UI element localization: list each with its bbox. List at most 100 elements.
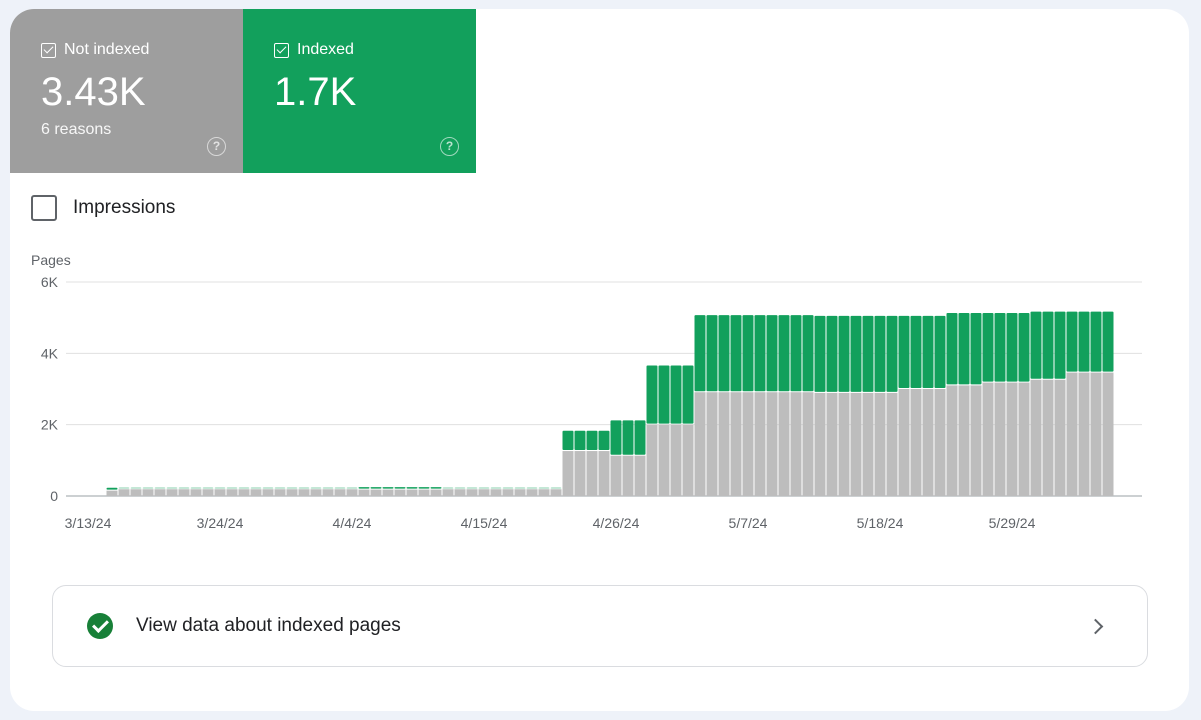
bar-not-indexed [418,489,430,496]
bar-not-indexed [1030,379,1042,496]
bar-not-indexed [202,489,214,496]
bar-indexed [826,315,838,392]
bar-not-indexed [598,451,610,496]
bar-not-indexed [358,489,370,496]
bar-not-indexed [454,489,466,496]
checkbox-checked-icon[interactable] [41,42,56,58]
bar-not-indexed [730,392,742,496]
bar-indexed [970,313,982,385]
check-circle-icon [87,613,113,639]
bar-not-indexed [1066,372,1078,496]
card-value: 1.7K [274,70,357,114]
bar-not-indexed [154,489,166,496]
bar-not-indexed [250,489,262,496]
bar-not-indexed [406,489,418,496]
bar-indexed [106,487,118,490]
bar-indexed [598,430,610,451]
bar-not-indexed [694,392,706,496]
bar-indexed [778,315,790,392]
bar-not-indexed [190,489,202,496]
view-indexed-pages-link[interactable]: View data about indexed pages [52,585,1148,667]
bar-not-indexed [106,490,118,496]
not-indexed-card[interactable]: Not indexed 3.43K 6 reasons ? [10,9,243,173]
bar-indexed [886,315,898,392]
bar-not-indexed [166,489,178,496]
bar-not-indexed [874,392,886,496]
x-tick-label: 5/18/24 [857,515,904,531]
bar-indexed [850,315,862,392]
bar-not-indexed [658,424,670,496]
bar-indexed [994,313,1006,382]
bar-indexed [1054,311,1066,379]
bar-not-indexed [718,392,730,496]
bar-indexed [1090,311,1102,372]
bar-indexed [1102,311,1114,372]
bar-not-indexed [790,392,802,496]
bar-indexed [766,315,778,392]
help-icon[interactable]: ? [207,137,226,156]
bar-indexed [634,420,646,455]
bar-not-indexed [142,489,154,496]
bar-not-indexed [538,489,550,496]
bar-not-indexed [1018,382,1030,496]
bar-not-indexed [466,489,478,496]
bar-indexed [358,487,370,489]
bar-indexed [1042,311,1054,379]
bar-not-indexed [526,489,538,496]
bar-not-indexed [1054,379,1066,496]
help-icon[interactable]: ? [440,137,459,156]
bar-indexed [646,365,658,424]
bar-indexed [574,430,586,451]
bar-indexed [754,315,766,392]
bar-not-indexed [118,489,130,496]
bar-not-indexed [310,489,322,496]
card-subtitle: 6 reasons [41,121,112,138]
card-label: Not indexed [64,41,150,58]
bar-not-indexed [214,489,226,496]
bar-indexed [898,315,910,388]
bar-not-indexed [982,382,994,496]
bar-not-indexed [130,489,142,496]
bar-not-indexed [394,489,406,496]
bar-not-indexed [970,385,982,496]
bar-indexed [718,315,730,392]
bar-not-indexed [958,385,970,496]
bar-not-indexed [754,392,766,496]
bar-indexed [562,430,574,451]
bar-indexed [946,313,958,385]
bar-indexed [370,487,382,489]
x-tick-label: 4/4/24 [333,515,372,531]
bar-not-indexed [934,389,946,496]
indexed-card[interactable]: Indexed 1.7K ? [243,9,476,173]
bar-indexed [958,313,970,385]
bar-not-indexed [382,489,394,496]
bar-not-indexed [430,489,442,496]
bar-not-indexed [610,455,622,496]
bar-not-indexed [622,455,634,496]
bar-indexed [814,315,826,392]
impressions-checkbox[interactable]: Impressions [31,195,175,221]
bar-indexed [910,315,922,388]
y-tick-label: 6K [41,274,59,290]
bar-indexed [874,315,886,392]
bar-not-indexed [898,389,910,496]
bar-not-indexed [634,455,646,496]
bar-not-indexed [370,489,382,496]
bar-not-indexed [1006,382,1018,496]
bar-indexed [694,315,706,392]
checkbox-checked-icon[interactable] [274,42,289,58]
bar-indexed [682,365,694,424]
bar-indexed [802,315,814,392]
bar-not-indexed [646,424,658,496]
bar-not-indexed [574,451,586,496]
bar-not-indexed [226,489,238,496]
bar-not-indexed [490,489,502,496]
checkbox-unchecked-icon[interactable] [31,195,57,221]
y-tick-label: 4K [41,345,59,361]
bar-not-indexed [862,392,874,496]
bar-not-indexed [766,392,778,496]
x-tick-label: 5/29/24 [989,515,1036,531]
bar-indexed [670,365,682,424]
bar-not-indexed [334,489,346,496]
